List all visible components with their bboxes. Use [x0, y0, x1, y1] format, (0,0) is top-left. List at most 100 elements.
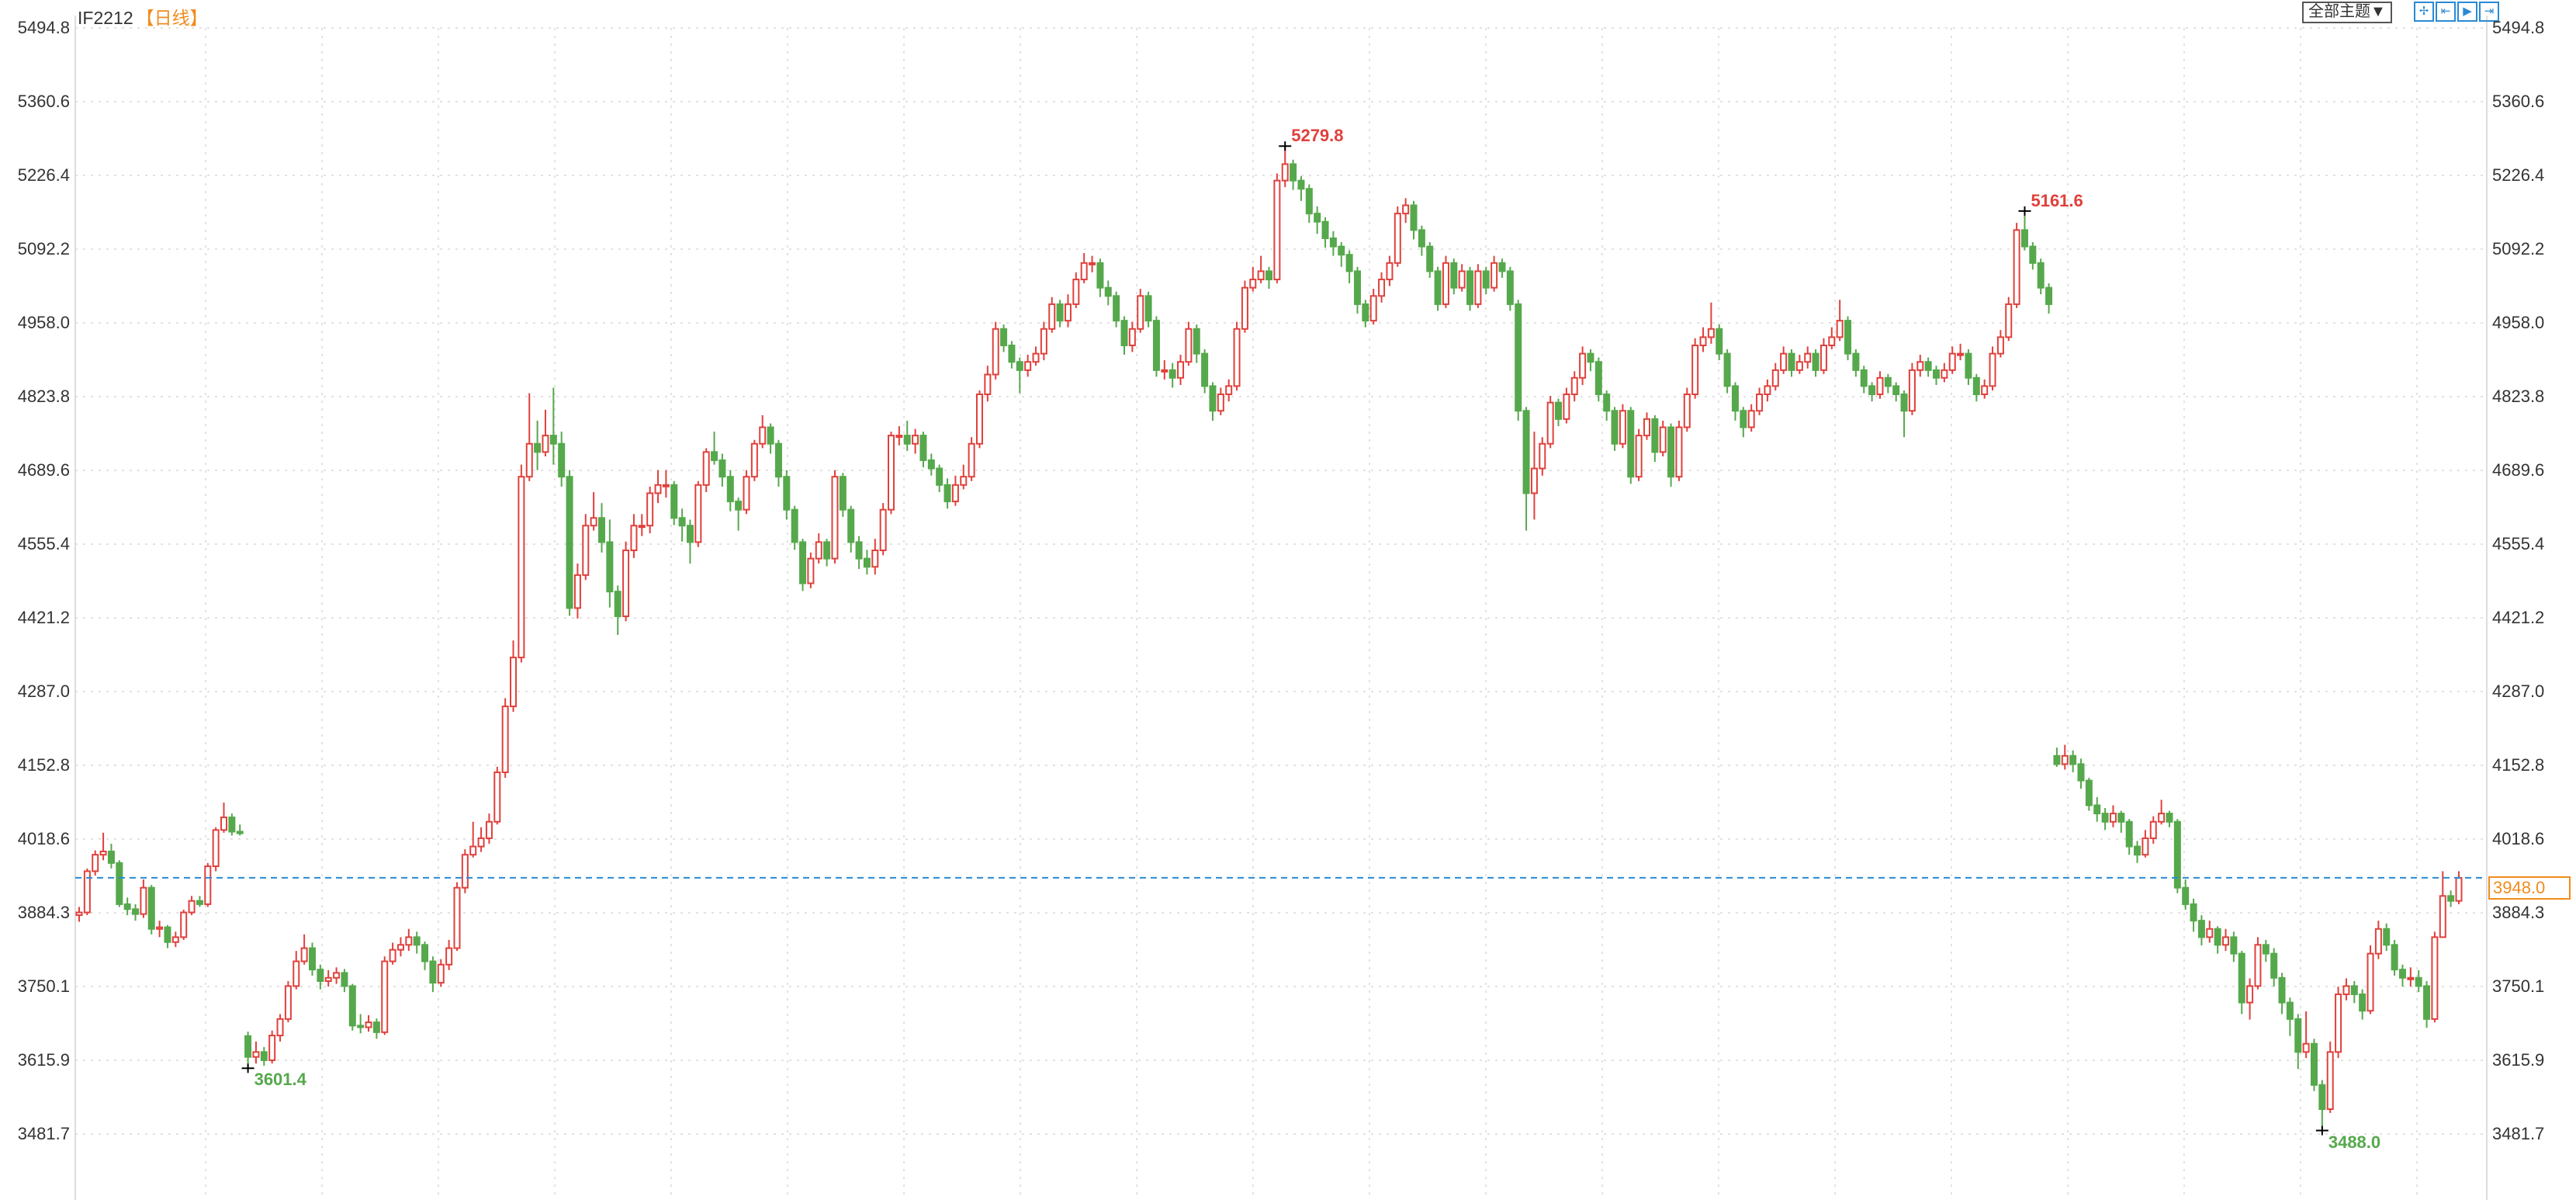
- candle-body: [1522, 410, 1530, 494]
- candle-body: [2342, 985, 2350, 995]
- candle: [1185, 321, 1193, 366]
- candle-body: [879, 508, 887, 552]
- candle: [1747, 404, 1755, 432]
- candle-body: [1080, 262, 1088, 281]
- candle: [477, 827, 485, 852]
- candle-body: [968, 442, 975, 478]
- candle-body: [2294, 1018, 2302, 1053]
- candle-body: [1892, 385, 1900, 396]
- right-axis-tick-label: 3884.3: [2492, 903, 2545, 922]
- candle: [1434, 266, 1442, 311]
- candle: [711, 432, 718, 465]
- candle: [1764, 379, 1771, 402]
- candle: [2029, 241, 2037, 270]
- candle: [2222, 928, 2230, 952]
- candle: [1723, 349, 1731, 394]
- candle-body: [2350, 985, 2358, 995]
- candle-body: [630, 525, 638, 552]
- candle-body: [308, 947, 316, 971]
- candle: [1450, 258, 1458, 295]
- high-value-label: 5161.6: [2031, 190, 2083, 210]
- candle-body: [1884, 376, 1892, 387]
- candle: [2302, 1011, 2310, 1059]
- candle: [1691, 338, 1699, 399]
- candle-body: [2005, 303, 2013, 338]
- candle-body: [1675, 426, 1683, 478]
- candle: [469, 821, 477, 858]
- candle-body: [236, 831, 244, 834]
- candle: [1515, 300, 1522, 421]
- candle: [1756, 387, 1764, 415]
- right-axis-tick-label: 4152.8: [2492, 754, 2545, 775]
- candle: [750, 439, 758, 481]
- candle-body: [421, 944, 429, 962]
- candle-body: [1924, 361, 1932, 371]
- scroll-to-end-icon[interactable]: ⇥: [2479, 2, 2499, 22]
- candle-body: [396, 944, 404, 951]
- candle-body: [212, 829, 220, 868]
- play-forward-icon[interactable]: ▶: [2457, 2, 2477, 22]
- candle: [614, 585, 621, 636]
- candle: [2374, 921, 2382, 959]
- candle-body: [590, 517, 597, 527]
- candle-body: [912, 435, 919, 445]
- candle-body: [2045, 286, 2053, 305]
- candle: [2125, 819, 2133, 855]
- candle: [927, 453, 935, 476]
- candle-body: [123, 903, 131, 910]
- candle-body: [1731, 385, 1739, 412]
- candle-body: [1876, 376, 1884, 396]
- right-axis-tick-label: 3615.9: [2492, 1050, 2545, 1070]
- candle-body: [1402, 204, 1410, 215]
- candle: [1297, 175, 1305, 201]
- candle: [2455, 871, 2463, 904]
- grid: [75, 27, 2487, 1200]
- candle-body: [831, 476, 839, 560]
- candle: [542, 409, 549, 456]
- candle: [1972, 373, 1980, 402]
- candle-body: [2197, 920, 2205, 938]
- crosshair-icon[interactable]: ✢: [2414, 2, 2434, 22]
- candle: [702, 448, 710, 493]
- candle: [1016, 357, 1023, 394]
- candle-body: [1369, 295, 1377, 322]
- period-label[interactable]: 【日线】: [136, 8, 208, 28]
- candle-body: [348, 985, 356, 1027]
- candle-body: [1933, 369, 1941, 379]
- candle-body: [333, 972, 341, 979]
- scroll-to-start-icon[interactable]: ⇤: [2436, 2, 2456, 22]
- candle: [2238, 951, 2245, 1014]
- candle: [116, 860, 123, 907]
- candle: [686, 519, 694, 564]
- candle-body: [743, 476, 750, 511]
- candle-body: [549, 435, 557, 445]
- right-axis-tick-label: 4421.2: [2492, 607, 2545, 627]
- candle: [694, 480, 702, 547]
- candle: [759, 414, 767, 449]
- candle: [1418, 225, 1425, 256]
- candle: [2335, 987, 2342, 1059]
- candle-body: [1619, 410, 1626, 445]
- candle: [1804, 346, 1812, 369]
- candle-body: [1948, 352, 1956, 371]
- candle: [1996, 330, 2004, 358]
- candle: [1981, 379, 1989, 399]
- candle-body: [2310, 1042, 2318, 1086]
- candle-body: [871, 550, 879, 568]
- theme-select-button[interactable]: 全部主题▼: [2302, 2, 2392, 23]
- candle-body: [2391, 944, 2398, 971]
- candle: [2053, 747, 2061, 767]
- candle-body: [1137, 295, 1144, 330]
- candle-body: [1707, 328, 1715, 338]
- candle: [413, 931, 421, 954]
- candle: [670, 480, 678, 525]
- candle: [2085, 778, 2093, 811]
- candle-body: [1072, 279, 1080, 305]
- candle: [1627, 407, 1635, 484]
- candle: [1064, 294, 1072, 328]
- candle-body: [188, 900, 196, 914]
- candle-body: [1570, 376, 1578, 396]
- candle: [300, 934, 308, 965]
- candle-body: [2278, 976, 2286, 1004]
